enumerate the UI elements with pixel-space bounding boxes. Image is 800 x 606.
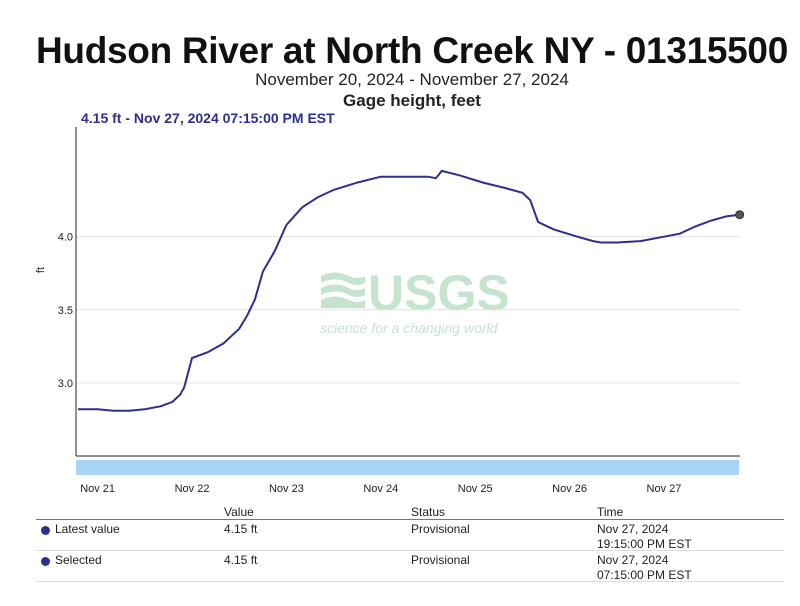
y-tick-label: 4.0 xyxy=(58,232,73,244)
parameter-label: Gage height, feet xyxy=(343,91,481,110)
row-status: Provisional xyxy=(411,522,470,536)
latest-value-point[interactable] xyxy=(735,210,745,220)
grid-lines xyxy=(76,236,740,384)
table-row-latest[interactable]: Latest value 4.15 ft Provisional Nov 27,… xyxy=(36,520,784,551)
x-tick-label: Nov 23 xyxy=(269,483,304,495)
x-tick-label: Nov 21 xyxy=(80,483,115,495)
hover-value-label: 4.15 ft - Nov 27, 2024 07:15:00 PM EST xyxy=(81,110,335,126)
watermark-tagline: science for a changing world xyxy=(320,320,499,336)
row-label: Selected xyxy=(55,553,102,567)
row-time-date: Nov 27, 2024 xyxy=(597,522,669,536)
row-value: 4.15 ft xyxy=(224,553,258,567)
row-value: 4.15 ft xyxy=(224,522,258,536)
header-status: Status xyxy=(411,505,446,519)
watermark-usgs-text: USGS xyxy=(368,265,510,321)
row-time-clock: 07:15:00 PM EST xyxy=(597,568,692,582)
table-row-selected[interactable]: Selected 4.15 ft Provisional Nov 27, 202… xyxy=(36,551,784,582)
usgs-watermark: USGS science for a changing world xyxy=(320,265,510,336)
row-status: Provisional xyxy=(411,553,470,567)
usgs-logo-icon xyxy=(321,272,365,308)
header-time: Time xyxy=(597,505,624,519)
series-dot-icon xyxy=(41,557,50,566)
chart-subtitle: November 20, 2024 - November 27, 2024 xyxy=(255,70,569,89)
time-brush-bar[interactable] xyxy=(76,460,739,475)
y-axis-label: ft xyxy=(35,267,47,273)
row-time-date: Nov 27, 2024 xyxy=(597,553,669,567)
gage-height-series-line[interactable] xyxy=(78,169,740,412)
header-value: Value xyxy=(224,505,254,519)
hydrograph-chart[interactable]: USGS science for a changing world 4.0 3.5… xyxy=(0,0,800,500)
y-tick-label: 3.0 xyxy=(58,378,73,390)
row-label: Latest value xyxy=(55,522,120,536)
y-tick-labels: 4.0 3.5 3.0 xyxy=(58,232,73,390)
x-tick-label: Nov 24 xyxy=(363,483,398,495)
x-tick-label: Nov 25 xyxy=(458,483,493,495)
chart-title: Hudson River at North Creek NY - 0131550… xyxy=(36,30,788,71)
series-dot-icon xyxy=(41,526,50,535)
x-tick-label: Nov 26 xyxy=(552,483,587,495)
x-tick-labels: Nov 21 Nov 22 Nov 23 Nov 24 Nov 25 Nov 26 Nov … xyxy=(80,483,681,495)
x-tick-label: Nov 27 xyxy=(647,483,682,495)
x-tick-label: Nov 22 xyxy=(175,483,210,495)
row-time-clock: 19:15:00 PM EST xyxy=(597,537,692,551)
table-header: Value Status Time xyxy=(36,505,784,520)
y-tick-label: 3.5 xyxy=(58,305,73,317)
